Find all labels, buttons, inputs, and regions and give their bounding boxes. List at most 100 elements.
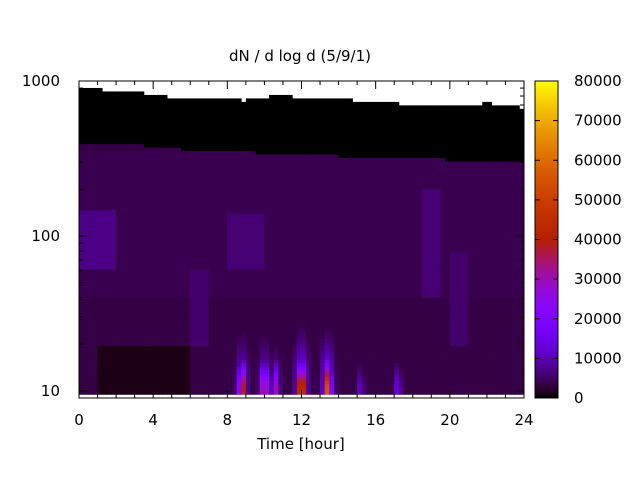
heatmap-cell: [204, 296, 210, 301]
heatmap-cell: [116, 366, 122, 371]
heatmap-cell: [79, 359, 85, 364]
heatmap-cell: [153, 359, 159, 364]
heatmap-cell: [315, 328, 321, 333]
heatmap-cell: [333, 317, 339, 322]
heatmap-cell: [162, 227, 168, 232]
heatmap-cell: [106, 185, 112, 190]
heatmap-cell: [171, 331, 177, 336]
heatmap-cell: [255, 314, 261, 319]
heatmap-cell: [83, 147, 89, 152]
heatmap-cell: [310, 282, 316, 287]
heatmap-cell: [259, 234, 265, 239]
heatmap-cell: [83, 293, 89, 298]
heatmap-cell: [97, 286, 103, 291]
heatmap-cell: [343, 282, 349, 287]
heatmap-cell: [315, 164, 321, 169]
heatmap-cell: [111, 147, 117, 152]
heatmap-cell: [264, 272, 270, 277]
heatmap-cell: [129, 126, 136, 131]
heatmap-cell: [329, 317, 335, 322]
heatmap-cell: [92, 262, 98, 266]
heatmap-cell: [106, 150, 112, 155]
heatmap-cell: [222, 108, 228, 113]
heatmap-cell: [92, 91, 98, 96]
heatmap-cell: [306, 349, 312, 353]
heatmap-cell: [83, 321, 89, 326]
heatmap-cell: [139, 91, 145, 96]
heatmap-cell: [278, 157, 284, 162]
heatmap-cell: [343, 376, 349, 381]
heatmap-cell: [120, 126, 126, 131]
heatmap-cell: [231, 244, 238, 249]
heatmap-cell: [292, 227, 298, 232]
heatmap-cell: [320, 213, 326, 218]
heatmap-cell: [315, 192, 321, 197]
heatmap-cell: [218, 115, 224, 120]
heatmap-cell: [343, 140, 349, 145]
heatmap-cell: [88, 369, 94, 374]
heatmap-cell: [333, 314, 339, 319]
heatmap-cell: [269, 366, 275, 371]
heatmap-cell: [167, 101, 173, 106]
heatmap-cell: [153, 101, 159, 106]
heatmap-cell: [282, 94, 288, 99]
heatmap-cell: [125, 317, 131, 322]
heatmap-cell: [236, 310, 242, 315]
heatmap-cell: [185, 331, 191, 336]
heatmap-cell: [204, 293, 210, 298]
heatmap-cell: [245, 206, 251, 211]
heatmap-cell: [79, 265, 85, 270]
heatmap-cell: [292, 220, 298, 225]
heatmap-cell: [157, 195, 163, 200]
heatmap-cell: [148, 181, 154, 186]
heatmap-cell: [222, 345, 228, 350]
heatmap-cell: [194, 286, 200, 291]
heatmap-cell: [250, 115, 256, 120]
heatmap-cell: [343, 241, 349, 246]
heatmap-cell: [231, 220, 238, 225]
heatmap-cell: [287, 241, 293, 246]
heatmap-cell: [167, 376, 173, 381]
heatmap-cell: [306, 282, 312, 287]
heatmap-cell: [343, 300, 349, 305]
heatmap-cell: [180, 251, 187, 256]
heatmap-cell: [315, 300, 321, 305]
heatmap-cell: [338, 380, 344, 385]
heatmap-cell: [116, 164, 122, 169]
heatmap-cell: [273, 265, 279, 270]
heatmap-cell: [329, 161, 335, 165]
heatmap-cell: [97, 237, 103, 242]
heatmap-cell: [148, 192, 154, 197]
heatmap-cell: [125, 216, 131, 221]
heatmap-cell: [245, 286, 251, 291]
heatmap-cell: [194, 300, 200, 305]
heatmap-cell: [301, 171, 307, 176]
heatmap-cell: [125, 255, 131, 259]
heatmap-cell: [273, 147, 279, 152]
heatmap-cell: [282, 376, 288, 381]
heatmap-cell: [143, 349, 149, 353]
heatmap-cell: [250, 307, 256, 312]
heatmap-cell: [329, 133, 335, 138]
heatmap-cell: [343, 112, 349, 117]
heatmap-cell: [111, 338, 117, 343]
heatmap-cell: [120, 265, 126, 270]
heatmap-cell: [292, 216, 298, 221]
heatmap-cell: [190, 161, 196, 165]
heatmap-cell: [264, 227, 270, 232]
heatmap-cell: [255, 209, 261, 214]
heatmap-cell: [227, 213, 233, 218]
heatmap-cell: [102, 216, 108, 221]
heatmap-cell: [120, 342, 126, 347]
heatmap-cell: [245, 244, 251, 249]
heatmap-cell: [227, 202, 233, 207]
heatmap-cell: [199, 227, 205, 232]
heatmap-cell: [102, 352, 108, 357]
heatmap-cell: [282, 383, 288, 388]
heatmap-cell: [148, 230, 154, 235]
heatmap-cell: [347, 335, 353, 340]
heatmap-cell: [194, 272, 200, 277]
heatmap-cell: [199, 265, 205, 270]
heatmap-cell: [134, 227, 140, 232]
heatmap-cell: [143, 161, 149, 165]
